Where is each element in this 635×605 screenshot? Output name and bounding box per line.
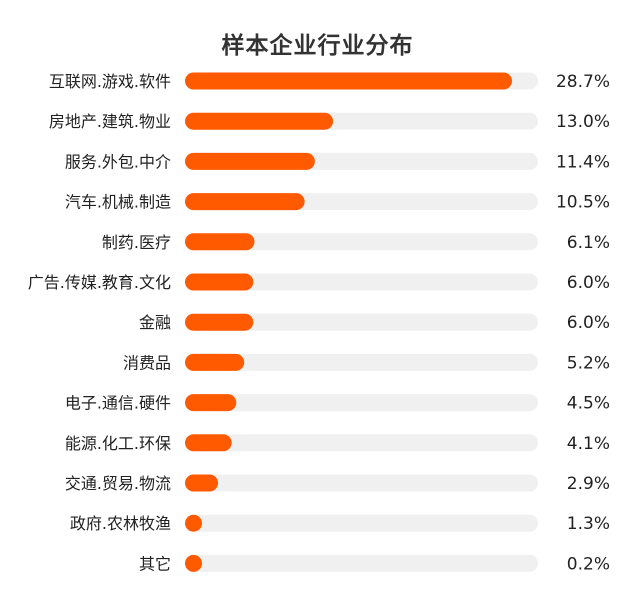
category-label: 消费品 <box>123 353 171 372</box>
bar-track <box>185 273 538 291</box>
bar <box>185 72 512 90</box>
bar <box>185 554 202 572</box>
bar-track <box>185 474 538 492</box>
category-label: 汽车.机械.制造 <box>65 193 171 212</box>
value-label: 11.4% <box>556 152 610 172</box>
bar-track <box>185 394 538 412</box>
category-label: 服务.外包.中介 <box>65 152 171 171</box>
category-label: 电子.通信.硬件 <box>65 394 171 413</box>
bar-track <box>185 313 538 331</box>
category-label: 其它 <box>139 554 171 573</box>
chart-title: 样本企业行业分布 <box>221 33 414 59</box>
value-label: 4.5% <box>567 394 610 414</box>
bar-track <box>185 434 538 452</box>
value-label: 1.3% <box>567 514 610 534</box>
category-label: 交通.贸易.物流 <box>65 474 171 493</box>
value-label: 0.2% <box>567 554 610 574</box>
category-label: 政府.农林牧渔 <box>70 514 171 533</box>
value-label: 10.5% <box>556 193 610 213</box>
category-label: 互联网.游戏.软件 <box>49 72 171 91</box>
value-label: 13.0% <box>556 112 610 132</box>
bar <box>185 152 315 170</box>
bar <box>185 313 254 331</box>
value-label: 6.0% <box>567 313 610 333</box>
category-label: 制药.医疗 <box>102 233 171 252</box>
value-label: 6.0% <box>567 273 610 293</box>
value-label: 6.1% <box>567 233 610 253</box>
bar <box>185 434 232 452</box>
value-label: 4.1% <box>567 434 610 454</box>
bar <box>185 193 305 211</box>
bar <box>185 394 237 412</box>
bar-track <box>185 353 538 371</box>
category-label: 房地产.建筑.物业 <box>49 112 171 131</box>
bar <box>185 353 245 371</box>
bar <box>185 112 334 130</box>
bar <box>185 233 255 251</box>
bar <box>185 514 202 532</box>
bar <box>185 273 254 291</box>
bar-track <box>185 554 538 572</box>
bar <box>185 474 219 492</box>
category-label: 能源.化工.环保 <box>65 434 171 453</box>
category-label: 金融 <box>139 313 171 332</box>
bar-track <box>185 233 538 251</box>
value-label: 28.7% <box>556 72 610 92</box>
value-label: 2.9% <box>567 474 610 494</box>
value-label: 5.2% <box>567 353 610 373</box>
bar-track <box>185 514 538 532</box>
category-label: 广告.传媒.教育.文化 <box>28 273 171 292</box>
